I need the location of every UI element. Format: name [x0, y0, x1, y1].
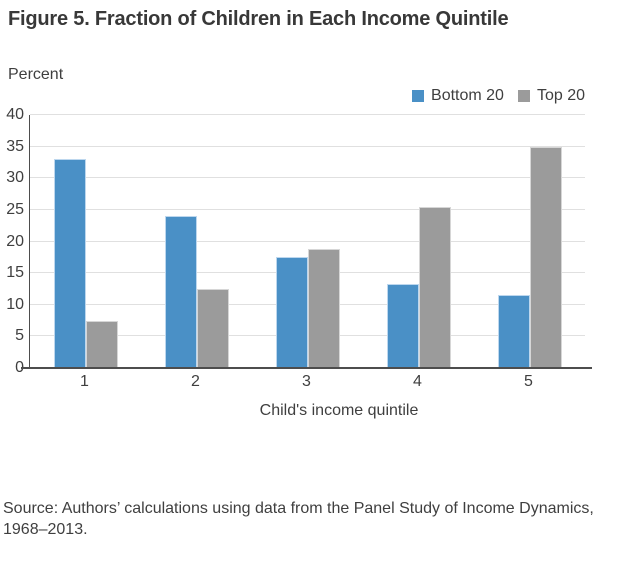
- gridline-20: [30, 240, 585, 242]
- y-axis-labels: 0 5 10 15 20 25 30 35 40: [0, 107, 24, 376]
- legend-item-top20: Top 20: [517, 87, 585, 105]
- legend-label-bottom20: Bottom 20: [431, 87, 504, 104]
- bar-top20-q2: [196, 288, 229, 368]
- x-tick-label-1: 1: [80, 373, 89, 390]
- bar-top20-q1: [85, 320, 118, 368]
- source-note: Source: Authors’ calculations using data…: [3, 500, 594, 538]
- x-axis-labels: 1 2 3 4 5: [29, 373, 584, 391]
- y-tick-label-30: 30: [6, 169, 24, 187]
- legend: Bottom 20 Top 20: [29, 87, 585, 105]
- y-tick-label-0: 0: [15, 359, 24, 376]
- gridline-35: [30, 145, 585, 147]
- bar-bottom20-q1: [53, 159, 86, 368]
- legend-swatch-top20-icon: [517, 90, 530, 102]
- legend-item-bottom20: Bottom 20: [412, 87, 504, 105]
- x-tick-label-3: 3: [302, 373, 311, 390]
- y-axis-unit-label: Percent: [8, 66, 64, 83]
- bar-group-q1: [30, 115, 141, 368]
- x-tick-label-4: 4: [413, 373, 422, 390]
- y-tick-label-20: 20: [6, 232, 24, 250]
- x-tick-label-5: 5: [524, 373, 533, 390]
- bar-group-q4: [363, 115, 474, 368]
- gridline-30: [30, 177, 585, 179]
- bar-bottom20-q5: [497, 294, 530, 368]
- x-tick-label-2: 2: [191, 373, 200, 390]
- x-axis-title: Child's income quintile: [259, 402, 419, 419]
- bar-bottom20-q4: [386, 283, 419, 368]
- y-tick-label-10: 10: [6, 295, 24, 313]
- legend-label-top20: Top 20: [536, 87, 585, 104]
- y-tick-label-25: 25: [6, 200, 24, 218]
- bar-bottom20-q2: [164, 216, 197, 368]
- bar-top20-q5: [529, 146, 562, 368]
- gridline-25: [30, 208, 585, 210]
- bar-group-q5: [474, 115, 585, 368]
- figure-title: Figure 5. Fraction of Children in Each I…: [8, 8, 509, 30]
- legend-swatch-bottom20-icon: [412, 90, 425, 102]
- x-axis-line: [21, 367, 592, 369]
- bar-top20-q3: [307, 249, 340, 368]
- y-tick-label-40: 40: [6, 106, 24, 123]
- y-tick-label-35: 35: [6, 137, 24, 155]
- y-tick-label-15: 15: [6, 264, 24, 282]
- y-tick-label-5: 5: [15, 327, 24, 345]
- plot-area: [21, 114, 592, 369]
- bar-group-q3: [252, 115, 363, 368]
- gridline-40: [30, 114, 585, 115]
- bar-bottom20-q3: [275, 257, 308, 368]
- bar-top20-q4: [418, 206, 451, 368]
- bar-group-q2: [141, 115, 252, 368]
- bar-groups: [30, 115, 585, 368]
